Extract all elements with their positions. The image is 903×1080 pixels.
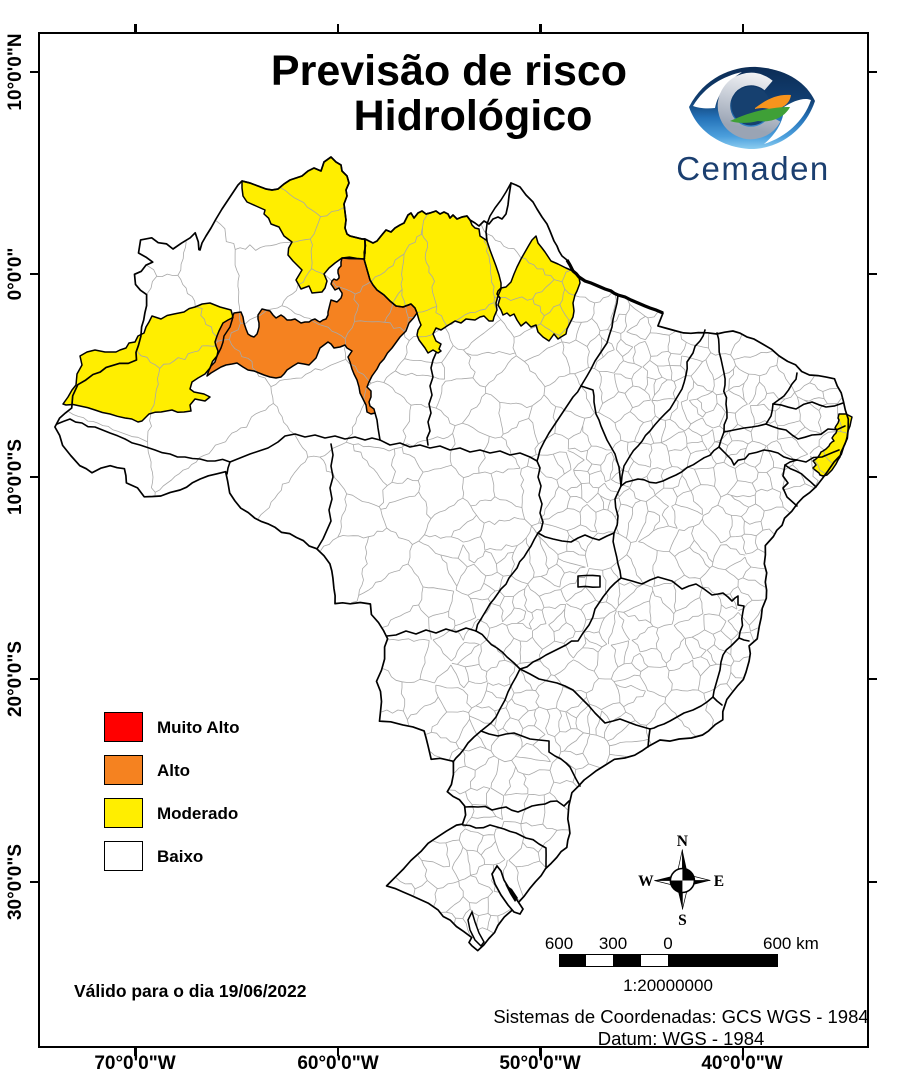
svg-text:W: W: [638, 873, 654, 890]
svg-text:S: S: [678, 912, 687, 929]
svg-text:Cemaden: Cemaden: [676, 150, 830, 187]
svg-text:E: E: [714, 873, 724, 890]
svg-text:N: N: [677, 833, 688, 850]
